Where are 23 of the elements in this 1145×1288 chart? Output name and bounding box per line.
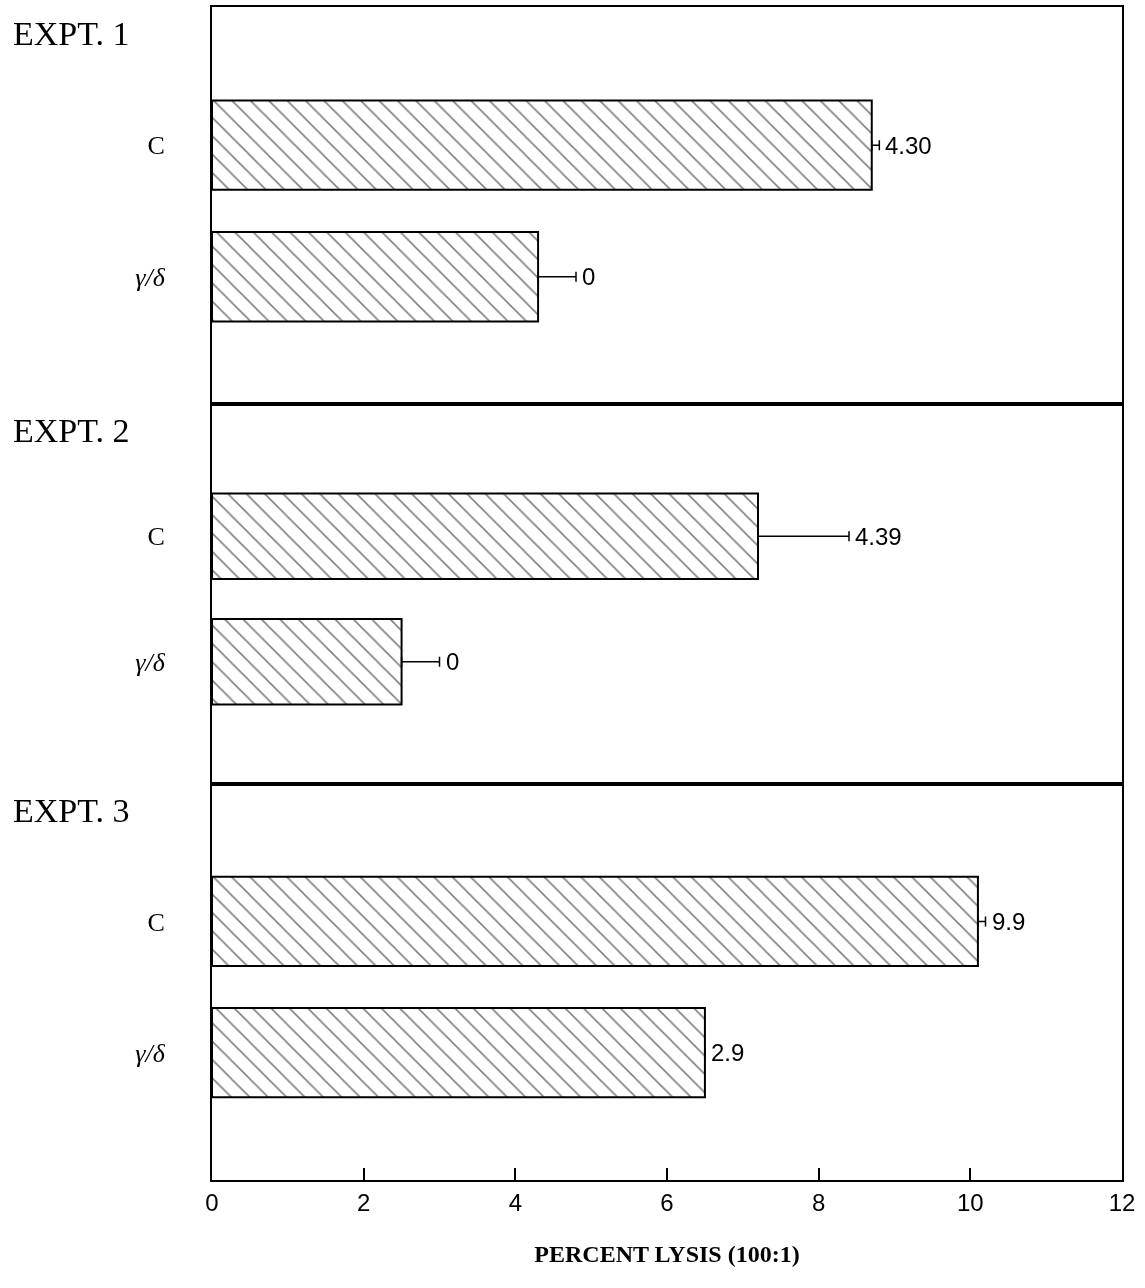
x-tick-label: 0: [205, 1188, 219, 1216]
y-tick-label: γ/δ: [135, 262, 166, 292]
x-axis-title: PERCENT LYSIS (100:1): [534, 1240, 800, 1267]
x-tick-label: 8: [811, 1188, 826, 1216]
annotation: 0: [582, 263, 596, 290]
x-tick-label: 2: [356, 1188, 371, 1216]
y-tick-label: γ/δ: [135, 1038, 166, 1068]
x-tick-label: 10: [956, 1188, 984, 1216]
chart-title: EXPT. 1: [13, 15, 130, 52]
annotation: 0: [446, 648, 460, 675]
y-tick-label: C: [147, 522, 165, 552]
annotation: 4.30: [885, 132, 932, 159]
x-tick-label: 12: [1108, 1188, 1136, 1216]
chart-title: EXPT. 3: [13, 792, 130, 829]
x-tick-label: 4: [508, 1188, 523, 1216]
y-tick-label: C: [147, 131, 165, 161]
annotation: 4.39: [855, 523, 902, 550]
x-tick-label: 6: [660, 1188, 674, 1216]
annotation: 9.9: [992, 908, 1026, 935]
y-tick-label: γ/δ: [135, 647, 166, 677]
y-tick-label: C: [147, 907, 165, 937]
chart-title: EXPT. 2: [13, 412, 130, 449]
annotation: 2.9: [711, 1039, 745, 1066]
